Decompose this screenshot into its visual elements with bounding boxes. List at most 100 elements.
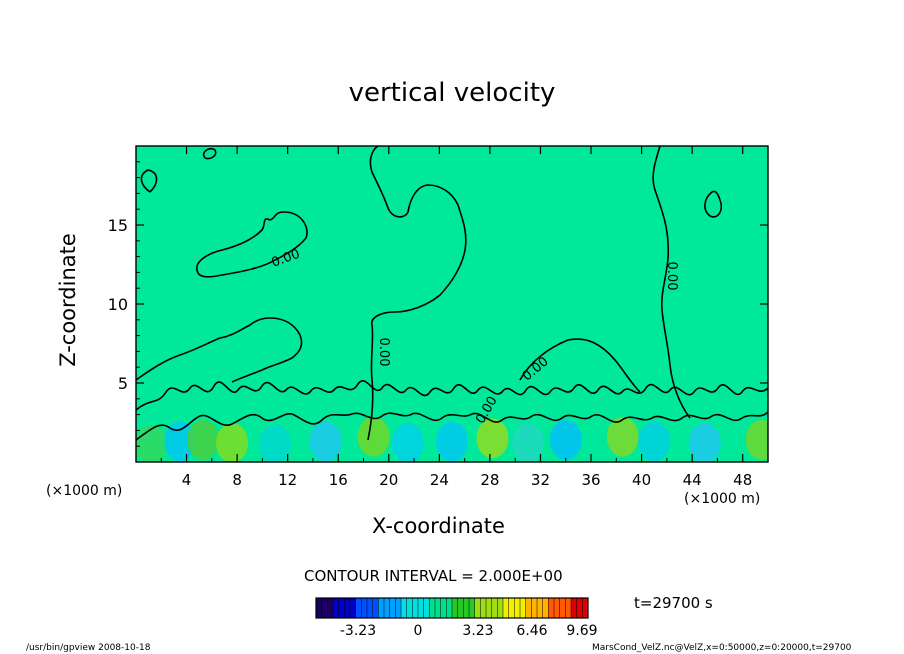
colorbar-cell <box>457 598 464 618</box>
colorbar-tick-label: 0 <box>414 623 423 639</box>
colorbar-cell <box>537 598 544 618</box>
x-tick-label: 40 <box>632 471 651 489</box>
contour-interval-label: CONTOUR INTERVAL = 2.000E+00 <box>304 567 563 585</box>
bottom-velocity-blobs <box>136 416 768 462</box>
velocity-blob <box>357 416 390 457</box>
colorbar-cell <box>389 598 396 618</box>
velocity-blob <box>638 421 671 462</box>
x-tick-label: 16 <box>329 471 348 489</box>
velocity-blob <box>745 419 768 460</box>
colorbar-cell <box>327 598 334 618</box>
colorbar-tick-label: 9.69 <box>566 623 597 639</box>
y-unit-label: (×1000 m) <box>46 483 123 499</box>
y-tick-label: 10 <box>108 295 128 314</box>
colorbar-tick-label: 3.23 <box>462 623 493 639</box>
colorbar-cell <box>435 598 442 618</box>
x-tick-label: 8 <box>232 471 242 489</box>
colorbar-cell <box>355 598 362 618</box>
x-tick-label: 12 <box>278 471 297 489</box>
contour-lowest-band <box>136 411 768 441</box>
colorbar-cell <box>344 598 351 618</box>
contour-upper-left <box>140 147 308 278</box>
velocity-blob <box>216 423 249 462</box>
plot-area <box>136 146 768 462</box>
colorbar-cell <box>565 598 572 618</box>
colorbar-tick-label: -3.23 <box>340 623 376 639</box>
contour-center-dome <box>519 338 641 393</box>
colorbar-cell <box>542 598 549 618</box>
colorbar-cell <box>446 598 453 618</box>
velocity-blob <box>606 416 639 457</box>
colorbar-cell <box>316 598 323 618</box>
colorbar-cell <box>361 598 368 618</box>
colorbar-cell <box>576 598 583 618</box>
colorbar-cell <box>395 598 402 618</box>
contour-low-band <box>136 380 768 411</box>
velocity-blob <box>688 423 721 462</box>
colorbar-cell <box>350 598 357 618</box>
velocity-blob <box>309 421 342 462</box>
colorbar-cell <box>525 598 532 618</box>
velocity-blob <box>186 419 219 460</box>
colorbar-cell <box>497 598 504 618</box>
x-tick-label: 36 <box>581 471 600 489</box>
colorbar-cell <box>401 598 408 618</box>
contour-right-loop <box>704 190 723 218</box>
contour-mid-plume <box>367 146 467 441</box>
velocity-blob <box>476 418 509 459</box>
y-axis-label: Z-coordinate <box>56 233 80 367</box>
colorbar-cell <box>582 598 589 618</box>
x-tick-label: 4 <box>182 471 192 489</box>
x-axis-label: X-coordinate <box>372 514 505 538</box>
colorbar-cell <box>372 598 379 618</box>
colorbar-cell <box>486 598 493 618</box>
colorbar-cell <box>548 598 555 618</box>
x-tick-label: 44 <box>683 471 702 489</box>
time-label: t=29700 s <box>634 594 713 612</box>
colorbar-cell <box>571 598 578 618</box>
colorbar-cell <box>491 598 498 618</box>
colorbar-cell <box>367 598 374 618</box>
y-tick-label: 15 <box>108 216 128 235</box>
colorbar-cell <box>452 598 459 618</box>
colorbar-cell <box>531 598 538 618</box>
colorbar-cell <box>321 598 328 618</box>
colorbar-cell <box>429 598 436 618</box>
colorbar-frame <box>315 597 589 619</box>
velocity-blob <box>259 424 292 462</box>
colorbar-cell <box>338 598 345 618</box>
colorbar-cell <box>474 598 481 618</box>
colorbar-tick-label: 6.46 <box>516 623 547 639</box>
colorbar-cell <box>384 598 391 618</box>
colorbar-cell <box>423 598 430 618</box>
velocity-blob <box>511 423 544 462</box>
colorbar-cell <box>480 598 487 618</box>
colorbar-cell <box>418 598 425 618</box>
x-tick-label: 24 <box>430 471 449 489</box>
colorbar: -3.23 0 3.23 6.46 9.69 <box>315 597 598 639</box>
footer-command: /usr/bin/gpview 2008-10-18 <box>26 643 151 653</box>
contour-center-left <box>136 317 303 383</box>
colorbar-cell <box>554 598 561 618</box>
velocity-blob <box>436 421 468 462</box>
x-tick-label: 48 <box>733 471 752 489</box>
chart-title: vertical velocity <box>348 78 556 108</box>
contour-right-plume <box>652 146 691 419</box>
colorbar-cell <box>440 598 447 618</box>
velocity-blob <box>164 421 197 462</box>
contour-label: 0.00 <box>376 338 391 367</box>
x-tick-label: 20 <box>379 471 398 489</box>
colorbar-cell <box>514 598 521 618</box>
colorbar-cell <box>520 598 527 618</box>
colorbar-cell <box>503 598 510 618</box>
x-tick-label: 32 <box>531 471 550 489</box>
velocity-blob <box>391 423 424 462</box>
x-unit-label: (×1000 m) <box>684 491 761 507</box>
footer-source: MarsCond_VelZ.nc@VelZ,x=0:50000,z=0:2000… <box>592 643 852 653</box>
colorbar-cell <box>559 598 566 618</box>
velocity-blob <box>549 419 582 460</box>
y-tick-label: 5 <box>118 374 128 393</box>
colorbar-cell <box>463 598 470 618</box>
